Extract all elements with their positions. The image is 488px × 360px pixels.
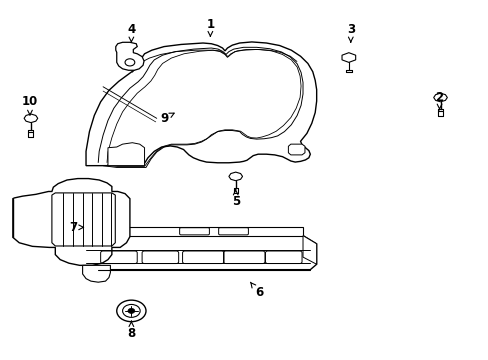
Text: 3: 3 (346, 23, 354, 42)
Text: 6: 6 (250, 282, 263, 300)
Text: 5: 5 (231, 189, 239, 208)
Polygon shape (341, 53, 355, 62)
Text: 8: 8 (127, 321, 135, 340)
Polygon shape (24, 114, 38, 123)
Text: 10: 10 (22, 95, 38, 115)
Text: 7: 7 (69, 221, 83, 234)
Polygon shape (108, 143, 144, 166)
Polygon shape (433, 93, 447, 102)
Polygon shape (116, 42, 144, 70)
Polygon shape (86, 42, 316, 166)
Circle shape (122, 305, 140, 318)
Text: 1: 1 (206, 18, 214, 36)
Polygon shape (82, 265, 110, 282)
Circle shape (128, 309, 135, 314)
Polygon shape (288, 144, 305, 155)
Polygon shape (13, 179, 130, 265)
Polygon shape (52, 193, 115, 246)
Text: 4: 4 (127, 23, 135, 42)
Circle shape (117, 300, 146, 321)
Polygon shape (228, 172, 242, 181)
Text: 2: 2 (435, 91, 443, 110)
Polygon shape (86, 227, 98, 243)
Polygon shape (86, 235, 316, 270)
Polygon shape (303, 235, 316, 264)
Polygon shape (98, 227, 303, 235)
Text: 9: 9 (160, 112, 174, 125)
